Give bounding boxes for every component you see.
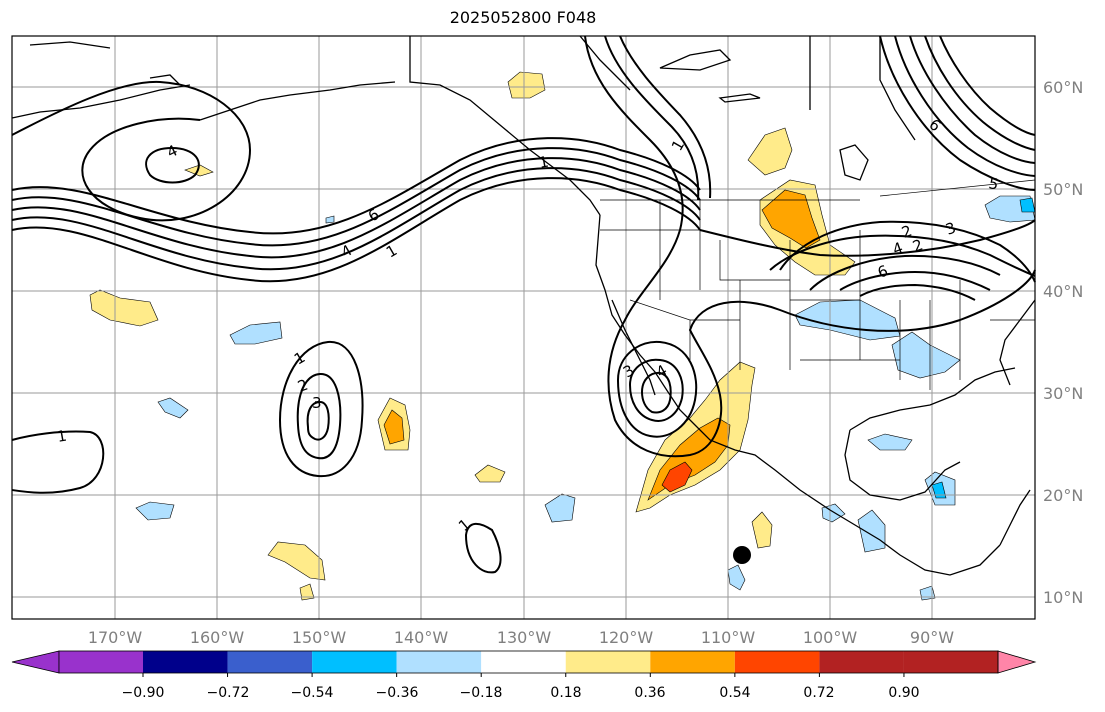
state-borders [600, 179, 1036, 390]
colorbar [11, 650, 1037, 677]
shade-blue-pacific-4 [544, 493, 576, 523]
lon-tick-label: 90°W [910, 628, 954, 647]
contour-label: 3 [312, 394, 322, 412]
lat-tick-label: 50°N [1043, 180, 1083, 199]
lat-axis-labels: 60°N 50°N 40°N 30°N 20°N 10°N [1043, 78, 1083, 607]
shade-blue-pacific-3 [135, 501, 175, 521]
shade-blue-central-am [857, 509, 886, 553]
shade-orange-center-inner [383, 409, 405, 445]
shade-red-sw-mexico [661, 461, 693, 493]
colorbar-segment [650, 651, 735, 673]
lat-tick-label: 40°N [1043, 282, 1083, 301]
shade-yellow-pacific-w [89, 289, 159, 327]
colorbar-tick-label: 0.54 [719, 685, 750, 701]
shade-yellow-small-1 [474, 464, 506, 483]
lon-tick-label: 120°W [599, 628, 654, 647]
contour-lines [11, 35, 1036, 574]
colorbar-segment [481, 651, 566, 673]
shade-blue-small-4 [325, 215, 335, 224]
colorbar-tick-label: 0.90 [888, 685, 919, 701]
shade-yellow-south-pacific [267, 541, 326, 581]
colorbar-tick-label: 0.72 [803, 685, 834, 701]
colorbar-segment [143, 651, 228, 673]
shade-blue-small-2 [727, 564, 746, 591]
colorbar-segment [59, 651, 143, 673]
lat-tick-label: 10°N [1043, 588, 1083, 607]
lat-tick-label: 60°N [1043, 78, 1083, 97]
lat-tick-label: 30°N [1043, 384, 1083, 403]
lon-tick-label: 140°W [394, 628, 449, 647]
colorbar-segment [819, 651, 904, 673]
shading-layer [89, 71, 1036, 601]
contour-label: 1 [56, 427, 69, 446]
chart-title: 2025052800 F048 [449, 8, 597, 27]
colorbar-segment [396, 651, 482, 673]
shade-blue-pacific-2 [157, 397, 189, 419]
shade-blue-gulf [867, 433, 913, 451]
colorbar-segment [227, 651, 313, 673]
shade-cyan-east [1019, 197, 1036, 213]
colorbar-tick-label: −0.18 [460, 685, 503, 701]
colorbar-segment [312, 651, 397, 673]
shade-blue-gulf-coast [891, 331, 961, 379]
lon-tick-label: 110°W [701, 628, 756, 647]
colorbar-segment [903, 651, 998, 673]
shade-yellow-montana [747, 127, 793, 176]
lat-tick-label: 20°N [1043, 486, 1083, 505]
colorbar-extend-low [11, 650, 60, 674]
contour-label: 1 [538, 153, 551, 172]
shade-orange-rockies [761, 189, 821, 249]
colorbar-tick-label: 0.36 [634, 685, 665, 701]
lon-tick-label: 170°W [88, 628, 143, 647]
shade-cyan-yucatan [931, 481, 947, 499]
colorbar-tick-label: −0.36 [376, 685, 419, 701]
colorbar-segment [734, 651, 820, 673]
colorbar-extend-high [997, 650, 1037, 674]
map-frame [11, 35, 1036, 620]
colorbar-tick-label: −0.54 [291, 685, 334, 701]
shade-yellow-small-3 [299, 583, 315, 601]
lon-tick-label: 150°W [292, 628, 347, 647]
coastlines [11, 35, 1036, 576]
shade-yellow-small-2 [751, 511, 773, 549]
colorbar-tick-label: 0.18 [550, 685, 581, 701]
lon-axis-labels: 170°W 160°W 150°W 140°W 130°W 120°W 110°… [88, 628, 954, 647]
lon-tick-label: 100°W [803, 628, 858, 647]
gridlines [12, 36, 1035, 619]
storm-marker [733, 546, 751, 564]
contour-label: 5 [987, 174, 1000, 193]
colorbar-tick-label: −0.72 [207, 685, 250, 701]
lon-tick-label: 130°W [497, 628, 552, 647]
colorbar-outline [58, 650, 999, 674]
shade-yellow-alaska [507, 71, 546, 99]
colorbar-tick-labels: −0.90 −0.72 −0.54 −0.36 −0.18 0.18 0.36 … [122, 685, 920, 701]
colorbar-segment [565, 651, 651, 673]
colorbar-tick-label: −0.90 [122, 685, 165, 701]
lon-tick-label: 160°W [190, 628, 245, 647]
shade-blue-pacific-1 [229, 321, 283, 345]
